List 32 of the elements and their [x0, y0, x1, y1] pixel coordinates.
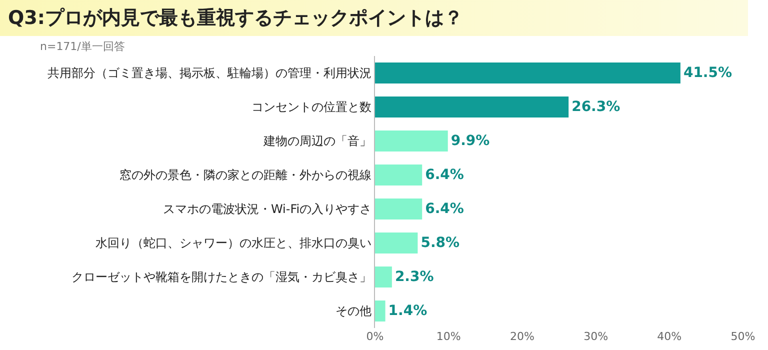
y-tick-label: 窓の外の景色・隣の家との距離・外からの視線 [120, 168, 372, 182]
y-tick-label: その他 [336, 304, 372, 318]
x-tick-label: 10% [436, 330, 461, 343]
y-tick-label: 水回り（蛇口、シャワー）の水圧と、排水口の臭い [96, 236, 372, 250]
data-label: 6.4% [425, 167, 464, 183]
bar [375, 300, 386, 322]
data-label: 26.3% [572, 99, 620, 115]
bar [375, 62, 680, 84]
bar [375, 266, 392, 288]
bar [375, 232, 418, 254]
y-tick-label: コンセントの位置と数 [252, 100, 372, 114]
data-label: 9.9% [450, 133, 490, 149]
y-tick-label: 共用部分（ゴミ置き場、掲示板、駐輪場）の管理・利用状況 [48, 66, 372, 80]
x-tick-label: 20% [510, 330, 534, 343]
bar [375, 96, 569, 118]
data-label: 6.4% [425, 201, 464, 217]
y-tick-label: クローゼットや靴箱を開けたときの「湿気・カビ臭さ」 [72, 270, 372, 284]
bar [375, 164, 422, 186]
bar [375, 130, 448, 152]
y-tick-label: 建物の周辺の「音」 [262, 134, 372, 148]
data-label: 2.3% [394, 269, 434, 285]
data-label: 5.8% [420, 235, 460, 251]
bar [375, 198, 422, 220]
x-tick-label: 30% [584, 330, 608, 343]
y-tick-label: スマホの電波状況・Wi-Fiの入りやすさ [162, 202, 372, 216]
data-label: 1.4% [388, 303, 428, 319]
chart-title: Q3:プロが内見で最も重視するチェックポイントは？ [0, 0, 748, 36]
x-tick-label: 40% [657, 330, 682, 343]
x-tick-label: 50% [730, 330, 756, 343]
data-label: 41.5% [683, 65, 732, 81]
x-tick-label: 0% [366, 330, 384, 343]
text: n=171/単一回答 [40, 39, 125, 54]
